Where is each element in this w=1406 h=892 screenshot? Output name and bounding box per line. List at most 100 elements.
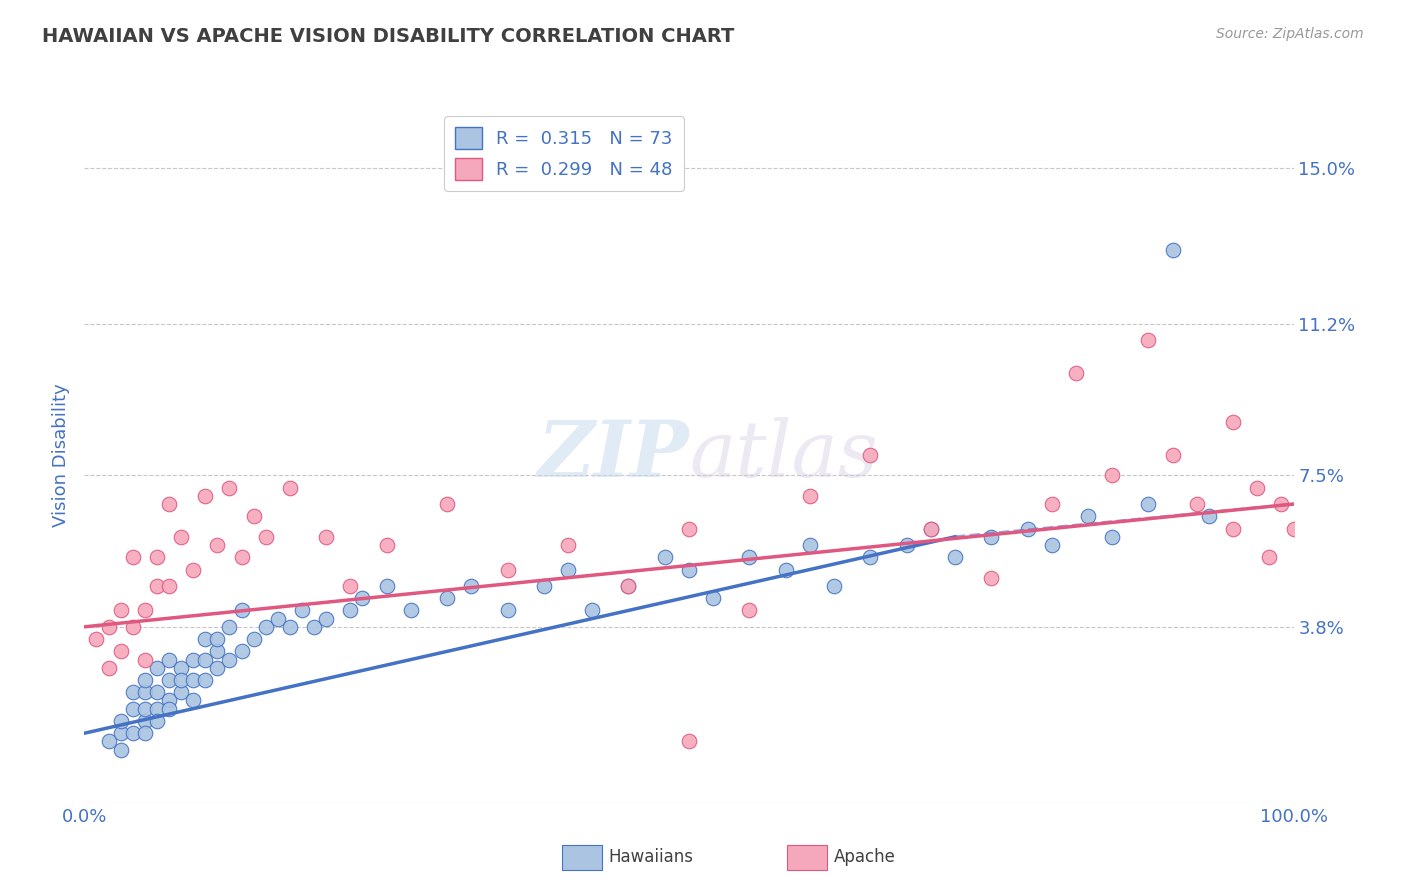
Point xyxy=(1222,415,1244,429)
Point xyxy=(436,591,458,606)
Point xyxy=(134,673,156,687)
Point xyxy=(1161,244,1184,258)
Point xyxy=(1246,481,1268,495)
Point xyxy=(702,591,724,606)
Point xyxy=(170,661,193,675)
Point xyxy=(1040,538,1063,552)
Point xyxy=(896,538,918,552)
Point xyxy=(86,632,108,646)
Point xyxy=(157,652,180,666)
Point xyxy=(775,562,797,576)
Point xyxy=(1270,497,1292,511)
Point xyxy=(823,579,845,593)
Point xyxy=(207,632,229,646)
Point xyxy=(181,652,204,666)
Text: ZIP: ZIP xyxy=(537,417,689,493)
Point xyxy=(1064,366,1087,380)
Text: HAWAIIAN VS APACHE VISION DISABILITY CORRELATION CHART: HAWAIIAN VS APACHE VISION DISABILITY COR… xyxy=(42,27,734,45)
Point xyxy=(121,701,143,715)
Point xyxy=(980,530,1002,544)
Point xyxy=(1137,334,1160,348)
Point xyxy=(242,632,264,646)
Point xyxy=(1185,497,1208,511)
Point xyxy=(121,550,143,565)
Point xyxy=(242,509,264,524)
Point xyxy=(496,603,519,617)
Point xyxy=(194,673,217,687)
Point xyxy=(738,603,761,617)
Point xyxy=(496,562,519,576)
Point xyxy=(533,579,555,593)
Text: Hawaiians: Hawaiians xyxy=(609,848,693,866)
Point xyxy=(859,448,882,462)
Point xyxy=(181,673,204,687)
Point xyxy=(97,734,120,748)
Legend: R =  0.315   N = 73, R =  0.299   N = 48: R = 0.315 N = 73, R = 0.299 N = 48 xyxy=(444,116,683,191)
Point xyxy=(110,603,132,617)
Point xyxy=(134,714,156,728)
Point xyxy=(146,550,169,565)
Point xyxy=(617,579,640,593)
Point xyxy=(302,620,325,634)
Point xyxy=(1222,522,1244,536)
Point xyxy=(557,562,579,576)
Point xyxy=(181,693,204,707)
Point xyxy=(97,620,120,634)
Point xyxy=(231,603,253,617)
Point xyxy=(218,481,240,495)
Point xyxy=(654,550,676,565)
Point xyxy=(678,522,700,536)
Point xyxy=(134,685,156,699)
Point xyxy=(157,579,180,593)
Point xyxy=(231,550,253,565)
Point xyxy=(920,522,942,536)
Point xyxy=(170,673,193,687)
Point xyxy=(339,579,361,593)
Point xyxy=(352,591,374,606)
Point xyxy=(170,530,193,544)
Point xyxy=(943,550,966,565)
Point xyxy=(1198,509,1220,524)
Point xyxy=(157,673,180,687)
Point xyxy=(1258,550,1281,565)
Point xyxy=(278,620,301,634)
Point xyxy=(375,538,398,552)
Point xyxy=(678,734,700,748)
Point xyxy=(254,620,277,634)
Point xyxy=(146,714,169,728)
Point xyxy=(1077,509,1099,524)
Point xyxy=(1101,468,1123,483)
Point xyxy=(134,652,156,666)
Point xyxy=(134,603,156,617)
Point xyxy=(146,685,169,699)
Point xyxy=(291,603,314,617)
Point xyxy=(134,726,156,740)
Point xyxy=(678,562,700,576)
Point xyxy=(557,538,579,552)
Point xyxy=(1282,522,1305,536)
Point xyxy=(1040,497,1063,511)
Point xyxy=(859,550,882,565)
Point xyxy=(1161,448,1184,462)
Point xyxy=(110,726,132,740)
Point xyxy=(157,497,180,511)
Point xyxy=(121,620,143,634)
Point xyxy=(1137,497,1160,511)
Point xyxy=(146,579,169,593)
Point xyxy=(460,579,482,593)
Point xyxy=(799,489,821,503)
Point xyxy=(97,661,120,675)
Point xyxy=(980,571,1002,585)
Point xyxy=(581,603,603,617)
Point xyxy=(339,603,361,617)
Point xyxy=(920,522,942,536)
Point xyxy=(375,579,398,593)
Point xyxy=(194,489,217,503)
Point xyxy=(267,612,290,626)
Point xyxy=(110,742,132,756)
Point xyxy=(194,632,217,646)
Point xyxy=(157,693,180,707)
Point xyxy=(315,530,337,544)
Point xyxy=(315,612,337,626)
Point xyxy=(218,620,240,634)
